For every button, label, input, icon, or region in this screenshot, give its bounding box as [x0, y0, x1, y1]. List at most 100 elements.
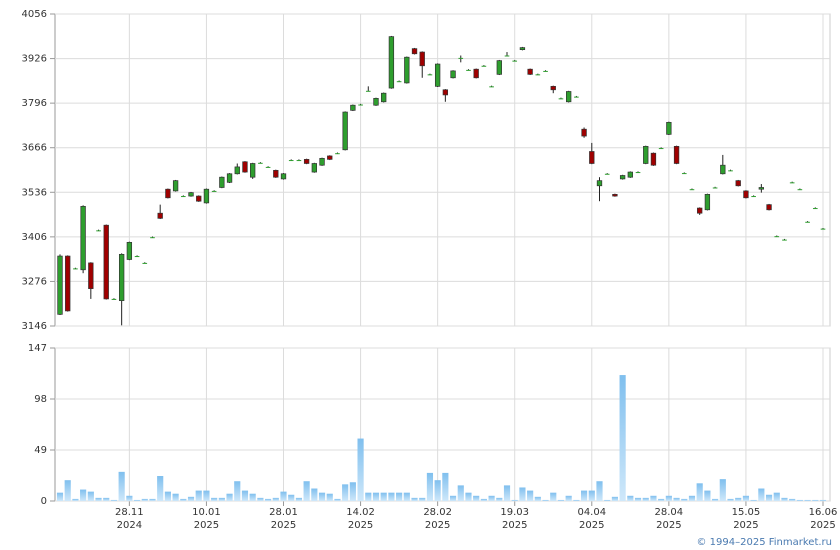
volume-bar	[534, 496, 541, 501]
y-tick-label: 147	[28, 343, 47, 354]
candle-body	[589, 151, 595, 164]
candle-body	[635, 172, 641, 174]
candle-body	[489, 86, 494, 88]
candle-body	[627, 171, 633, 178]
y-tick-label: 3536	[22, 187, 47, 198]
volume-bar	[619, 375, 626, 501]
volume-bar	[604, 499, 611, 501]
candle-body	[265, 166, 271, 168]
volume-bar	[480, 498, 487, 501]
volume-bar	[765, 494, 773, 501]
candle-body	[581, 128, 587, 137]
volume-bar	[272, 497, 279, 501]
volume-bar	[295, 497, 303, 501]
y-tick-label: 3146	[22, 321, 47, 332]
volume-bar	[133, 499, 141, 501]
volume-bar	[80, 489, 87, 501]
volume-bar	[542, 499, 549, 501]
candle-body	[373, 97, 379, 106]
candle-body	[782, 239, 787, 241]
candle-body	[774, 236, 780, 238]
volume-bar	[565, 495, 572, 501]
volume-bar	[249, 493, 256, 501]
volume-bar	[773, 492, 780, 501]
candle-body	[311, 163, 317, 173]
volume-bar	[380, 492, 387, 501]
candle-body	[381, 92, 387, 103]
volume-bar	[573, 499, 580, 501]
candle-body	[258, 162, 263, 164]
x-tick-label: 04.04	[577, 507, 606, 518]
candle-body	[751, 196, 756, 198]
volume-bar	[388, 492, 395, 501]
candle-body	[242, 161, 248, 173]
volume-bar	[403, 492, 410, 501]
volume-bar	[503, 485, 511, 501]
candle-body	[196, 195, 202, 202]
x-tick-year: 2025	[502, 520, 527, 531]
volume-bar	[149, 498, 156, 501]
candle-body	[165, 188, 171, 199]
volume-bar	[118, 471, 125, 501]
candle-body	[134, 256, 140, 258]
volume-bar	[496, 497, 503, 501]
volume-bar	[180, 498, 187, 501]
copyright: © 1994–2025 Finmarket.ru	[696, 537, 832, 548]
volume-bar	[519, 487, 526, 501]
volume-bar	[758, 488, 765, 501]
candle-body	[103, 224, 109, 300]
candle-body	[57, 255, 63, 315]
y-tick-label: 3666	[22, 143, 47, 154]
y-tick-label: 3796	[22, 98, 47, 109]
volume-bar	[342, 484, 349, 501]
x-tick-year: 2025	[348, 520, 373, 531]
candle-body	[735, 180, 741, 187]
candle-body	[805, 221, 810, 223]
x-tick-label: 14.02	[346, 507, 375, 518]
candle-body	[203, 188, 210, 204]
x-tick-year: 2025	[656, 520, 681, 531]
candle-body	[327, 155, 333, 160]
candle-body	[519, 47, 526, 51]
volume-bar	[465, 492, 472, 501]
volume-bar	[681, 498, 688, 501]
candle-body	[596, 180, 603, 187]
volume-bar	[750, 499, 757, 501]
candle-body	[211, 190, 217, 192]
candle-body	[296, 160, 302, 162]
volume-bar	[673, 497, 680, 501]
candle-body	[743, 190, 749, 199]
candle-body	[712, 187, 718, 189]
candle-body	[766, 204, 772, 211]
candle-body	[73, 268, 78, 270]
candle-body	[574, 96, 579, 98]
volume-bar	[473, 495, 480, 501]
x-tick-label: 19.03	[500, 507, 529, 518]
volume-bar	[704, 490, 711, 501]
volume-bar	[658, 498, 665, 501]
candle-body	[666, 121, 672, 135]
candle-body	[65, 255, 71, 312]
candle-body	[157, 212, 163, 219]
candle-body	[319, 157, 325, 166]
candle-body	[658, 148, 664, 150]
volume-bar	[650, 495, 657, 501]
candle-body	[172, 180, 179, 192]
candle-body	[411, 48, 418, 55]
candle-body	[111, 298, 117, 300]
candle-body	[88, 262, 94, 289]
candle-body	[434, 63, 441, 87]
volume-bar	[195, 490, 202, 501]
candle-body	[643, 145, 649, 164]
volume-bar	[64, 480, 71, 501]
candle-body	[758, 187, 765, 190]
x-tick-year: 2025	[194, 520, 219, 531]
y-tick-label: 98	[34, 394, 47, 405]
volume-bar	[419, 497, 426, 501]
volume-bar	[318, 492, 326, 501]
volume-bar	[164, 491, 171, 501]
volume-bar	[257, 497, 264, 501]
price-frame	[54, 13, 831, 327]
candle-body	[689, 189, 695, 191]
